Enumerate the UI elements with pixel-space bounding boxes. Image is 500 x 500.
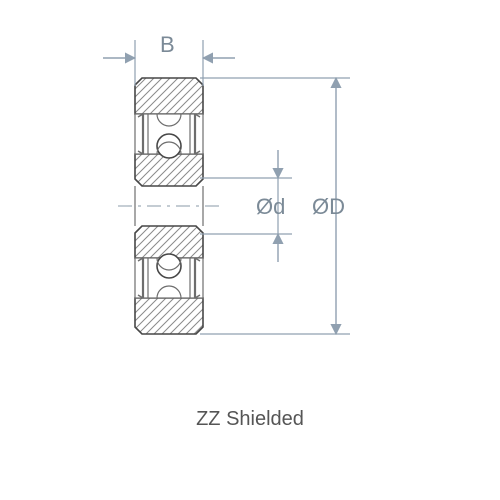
dimension-label-d: Ød xyxy=(256,194,285,219)
diagram-canvas: B Ød ØD ZZ Shielded xyxy=(0,0,500,500)
caption-text: ZZ Shielded xyxy=(0,408,500,431)
dimension-label-B: B xyxy=(160,32,175,57)
dimension-label-D: ØD xyxy=(312,194,345,219)
